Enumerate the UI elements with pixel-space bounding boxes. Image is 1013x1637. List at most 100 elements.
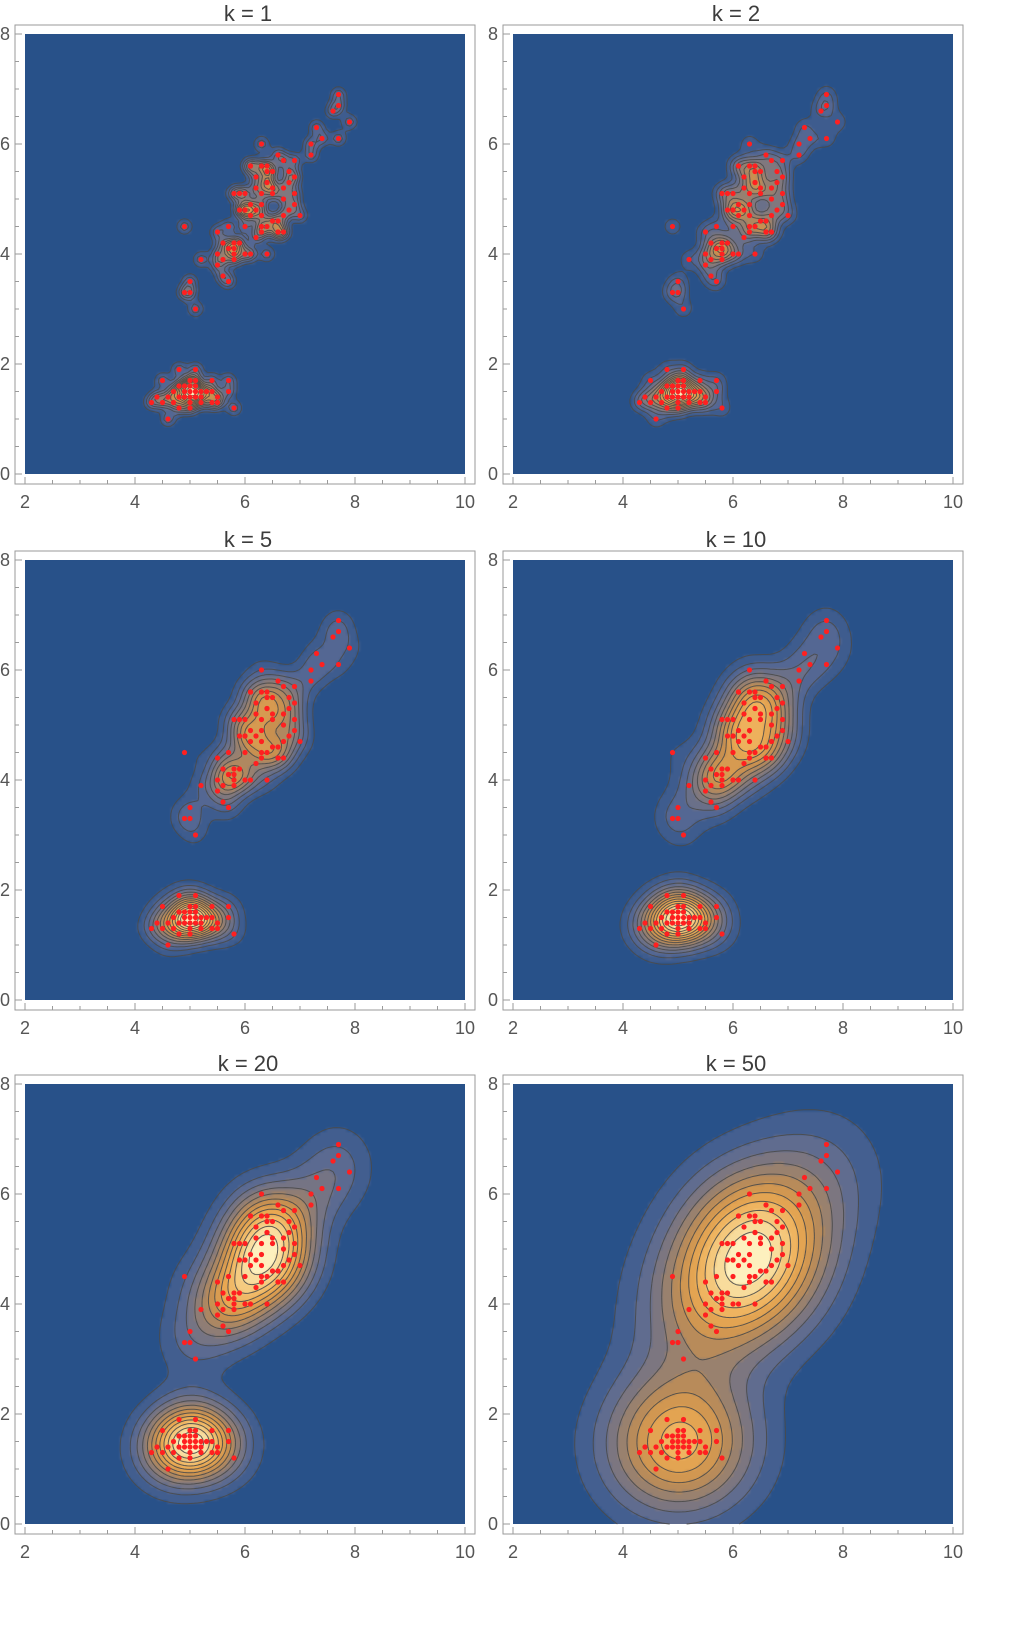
x-tick-label: 2 [508, 492, 518, 512]
data-point [247, 201, 254, 208]
data-point [319, 661, 325, 668]
y-tick-label: 0 [488, 1514, 498, 1534]
data-point [253, 1284, 259, 1291]
data-point [203, 1438, 210, 1445]
data-point [198, 388, 204, 395]
data-point [220, 1323, 226, 1329]
data-point [258, 1262, 265, 1269]
data-point [669, 909, 676, 915]
data-point [209, 377, 215, 384]
data-point [176, 1455, 182, 1461]
data-point [291, 716, 298, 723]
data-point [768, 711, 775, 717]
data-point [664, 1455, 670, 1461]
panel-k1: k = 1 2 4 6 8 10 0 2 4 6 8 [0, 0, 496, 542]
data-point [225, 1295, 232, 1302]
x-tick-label: 2 [20, 1018, 30, 1038]
data-point [308, 678, 314, 684]
data-point [647, 1427, 654, 1434]
data-point [823, 1185, 830, 1192]
data-point [253, 1235, 259, 1241]
y-tick-label: 8 [0, 550, 10, 570]
data-point [757, 694, 764, 701]
data-point [275, 1279, 281, 1285]
data-point [253, 1224, 259, 1230]
x-tick-label: 8 [838, 492, 848, 512]
data-point [192, 832, 199, 838]
data-point [735, 163, 742, 169]
data-point [269, 190, 276, 197]
data-point [697, 377, 703, 384]
data-point [675, 377, 681, 384]
data-point [702, 229, 709, 235]
data-point [231, 766, 237, 772]
data-point [308, 1191, 314, 1197]
data-point [735, 1301, 742, 1307]
data-point [669, 1444, 676, 1450]
data-point [823, 628, 830, 635]
data-point [313, 650, 320, 657]
data-point [719, 931, 725, 937]
data-point [724, 766, 731, 772]
data-point [192, 909, 199, 915]
data-point [719, 245, 725, 252]
data-point [242, 1273, 248, 1280]
data-point [176, 1433, 182, 1439]
data-point [719, 1455, 725, 1461]
data-point [669, 914, 676, 921]
data-point [796, 141, 802, 147]
data-point [680, 1427, 687, 1434]
data-point [697, 1449, 703, 1456]
data-point [198, 782, 204, 789]
data-point [768, 683, 775, 690]
data-point [741, 234, 747, 241]
data-point [187, 1449, 193, 1456]
data-point [741, 733, 747, 739]
data-point [170, 1438, 177, 1445]
data-point [192, 388, 199, 395]
data-point [236, 1257, 243, 1263]
data-point [746, 1191, 753, 1197]
data-point [225, 771, 232, 778]
data-point [823, 1152, 830, 1159]
data-point [719, 240, 725, 246]
data-point [220, 782, 226, 789]
data-point [752, 223, 758, 230]
x-tick-label: 10 [943, 1542, 963, 1562]
data-point [741, 174, 747, 180]
data-point [752, 1301, 758, 1307]
data-point [247, 1213, 254, 1219]
data-point [209, 914, 215, 921]
data-point [264, 251, 270, 257]
data-point [330, 108, 336, 114]
data-point [757, 711, 764, 717]
data-point [686, 782, 692, 789]
data-point [148, 1449, 155, 1456]
data-point [264, 1273, 270, 1280]
data-point [669, 383, 676, 389]
data-point [297, 738, 303, 745]
y-tick-label: 8 [0, 24, 10, 44]
data-point [225, 1273, 232, 1280]
data-point [702, 262, 709, 268]
data-point [209, 1449, 215, 1456]
data-point [247, 1301, 254, 1307]
data-point [768, 196, 775, 202]
data-point [264, 1213, 270, 1219]
data-point [231, 245, 237, 252]
data-point [669, 1339, 676, 1346]
data-point [680, 394, 687, 400]
data-point [176, 383, 182, 389]
data-point [697, 1427, 703, 1434]
data-point [642, 920, 648, 926]
data-point [225, 223, 232, 230]
data-point [768, 1262, 775, 1269]
data-point [187, 804, 193, 811]
data-point [741, 1257, 747, 1263]
data-point [768, 738, 775, 745]
data-point [280, 212, 287, 219]
x-tick-label: 8 [838, 1018, 848, 1038]
y-tick-label: 4 [0, 1294, 10, 1314]
data-point [658, 914, 665, 921]
